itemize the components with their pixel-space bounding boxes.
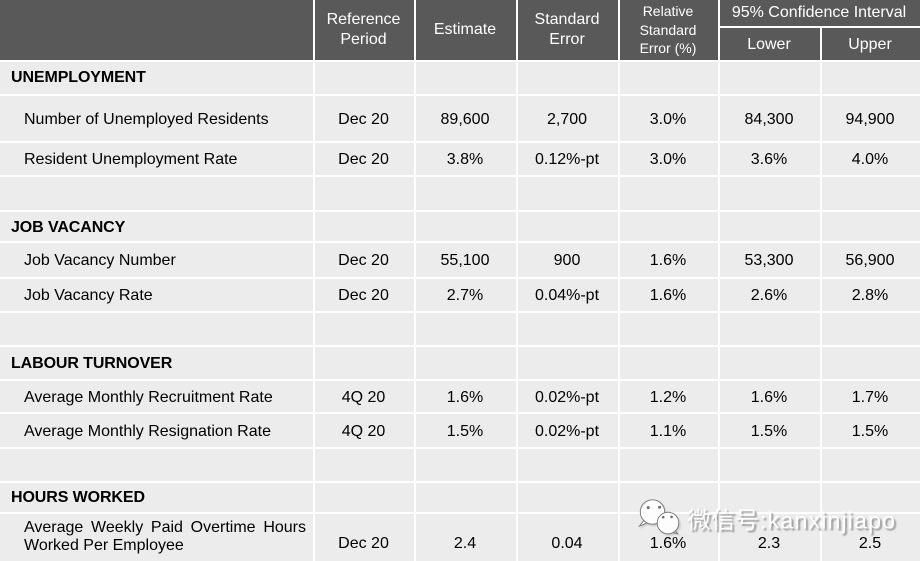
svg-text:kanxinjiapo: kanxinjiapo [770, 510, 899, 536]
svg-text::: : [760, 508, 766, 534]
svg-text::: : [762, 510, 768, 536]
svg-text:kanxinjiapo: kanxinjiapo [768, 508, 897, 534]
